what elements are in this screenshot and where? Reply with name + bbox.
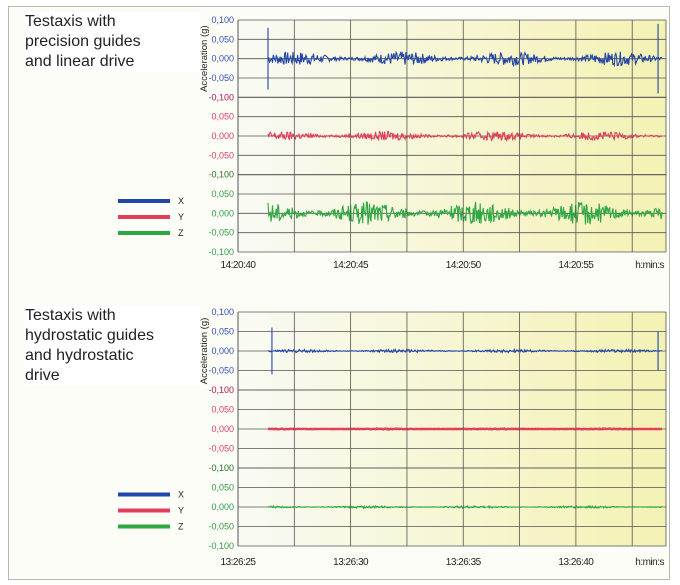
series-line-x	[267, 50, 663, 68]
caption-line: and linear drive	[25, 53, 135, 70]
y-tick-label: -0,050	[208, 228, 234, 238]
y-tick-label: -0,050	[208, 522, 234, 532]
y-tick-label: -0,050	[208, 366, 234, 376]
y-tick-label: 0,000	[211, 208, 234, 218]
y-tick-label: -0,100	[208, 170, 234, 180]
chart-hydrostatic-drive: 0,100 0,050 0,000 -0,050 -0,100 X 0,100 0,050 0,…	[118, 307, 667, 568]
y-tick-label: 0,050	[211, 405, 234, 415]
x-axis-unit-label: h:min:s	[635, 260, 664, 271]
y-tick-label: -0,100	[208, 247, 234, 257]
y-tick-label: 0,050	[211, 112, 234, 122]
y-tick-label: 0,050	[211, 189, 234, 199]
y-tick-label: 0,000	[211, 502, 234, 512]
y-tick-label: -0,100	[208, 385, 234, 395]
caption-line: Testaxis with	[25, 13, 116, 30]
x-axis-unit-label: h:min:s	[635, 557, 664, 568]
chart-linear-drive: 0,100 0,050 0,000 -0,050 -0,100 X 0,100 0,050 0,…	[118, 15, 667, 271]
legend-label-x: X	[178, 196, 184, 206]
y-axis-label: Acceleration (g)	[199, 25, 210, 92]
caption-hydrostatic-drive: Testaxis with hydrostatic guides and hyd…	[25, 306, 200, 386]
y-tick-label: -0,100	[208, 463, 234, 473]
x-tick-label: 14:20:55	[558, 260, 594, 271]
series-line-z	[267, 504, 663, 510]
legend-label-z: Z	[178, 522, 184, 532]
y-tick-label: 0,050	[211, 327, 234, 337]
legend-label-z: Z	[178, 228, 184, 238]
caption-line: hydrostatic guides	[25, 327, 154, 344]
x-tick-label: 14:20:50	[446, 260, 482, 271]
y-tick-label: 0,100	[211, 385, 234, 395]
x-tick-label: 13:26:35	[446, 557, 482, 568]
caption-line: drive	[25, 367, 60, 384]
y-tick-label: 0,000	[211, 424, 234, 434]
caption-line: precision guides	[25, 33, 141, 50]
y-tick-label: 0,050	[211, 34, 234, 44]
x-tick-label: 13:26:25	[221, 557, 257, 568]
y-tick-label: 0,100	[211, 170, 234, 180]
y-tick-label: 0,000	[211, 54, 234, 64]
y-tick-label: 0,000	[211, 346, 234, 356]
legend-label-x: X	[178, 490, 184, 500]
caption-line: Testaxis with	[25, 307, 116, 324]
y-tick-label: 0,100	[211, 307, 234, 317]
x-tick-label: 14:20:40	[221, 260, 257, 271]
series-line-x	[267, 347, 663, 354]
series-line-y	[267, 130, 663, 143]
y-tick-label: -0,050	[208, 150, 234, 160]
y-tick-label: -0,050	[208, 444, 234, 454]
y-tick-label: 0,100	[211, 15, 234, 25]
x-tick-label: 13:26:30	[333, 557, 369, 568]
y-tick-label: 0,100	[211, 463, 234, 473]
y-tick-label: -0,050	[208, 73, 234, 83]
y-tick-label: 0,050	[211, 483, 234, 493]
y-tick-label: 0,100	[211, 92, 234, 102]
y-axis-label: Acceleration (g)	[199, 318, 210, 385]
y-tick-label: -0,100	[208, 92, 234, 102]
legend-label-y: Y	[178, 212, 184, 222]
x-tick-label: 14:20:45	[333, 260, 369, 271]
caption-line: and hydrostatic	[25, 347, 134, 364]
x-tick-label: 13:26:40	[558, 557, 594, 568]
caption-linear-drive: Testaxis with precision guides and linea…	[25, 12, 200, 72]
y-tick-label: 0,000	[211, 131, 234, 141]
legend-label-y: Y	[178, 506, 184, 516]
series-line-y	[267, 427, 662, 431]
series-line-z	[267, 201, 663, 225]
y-tick-label: -0,100	[208, 541, 234, 551]
